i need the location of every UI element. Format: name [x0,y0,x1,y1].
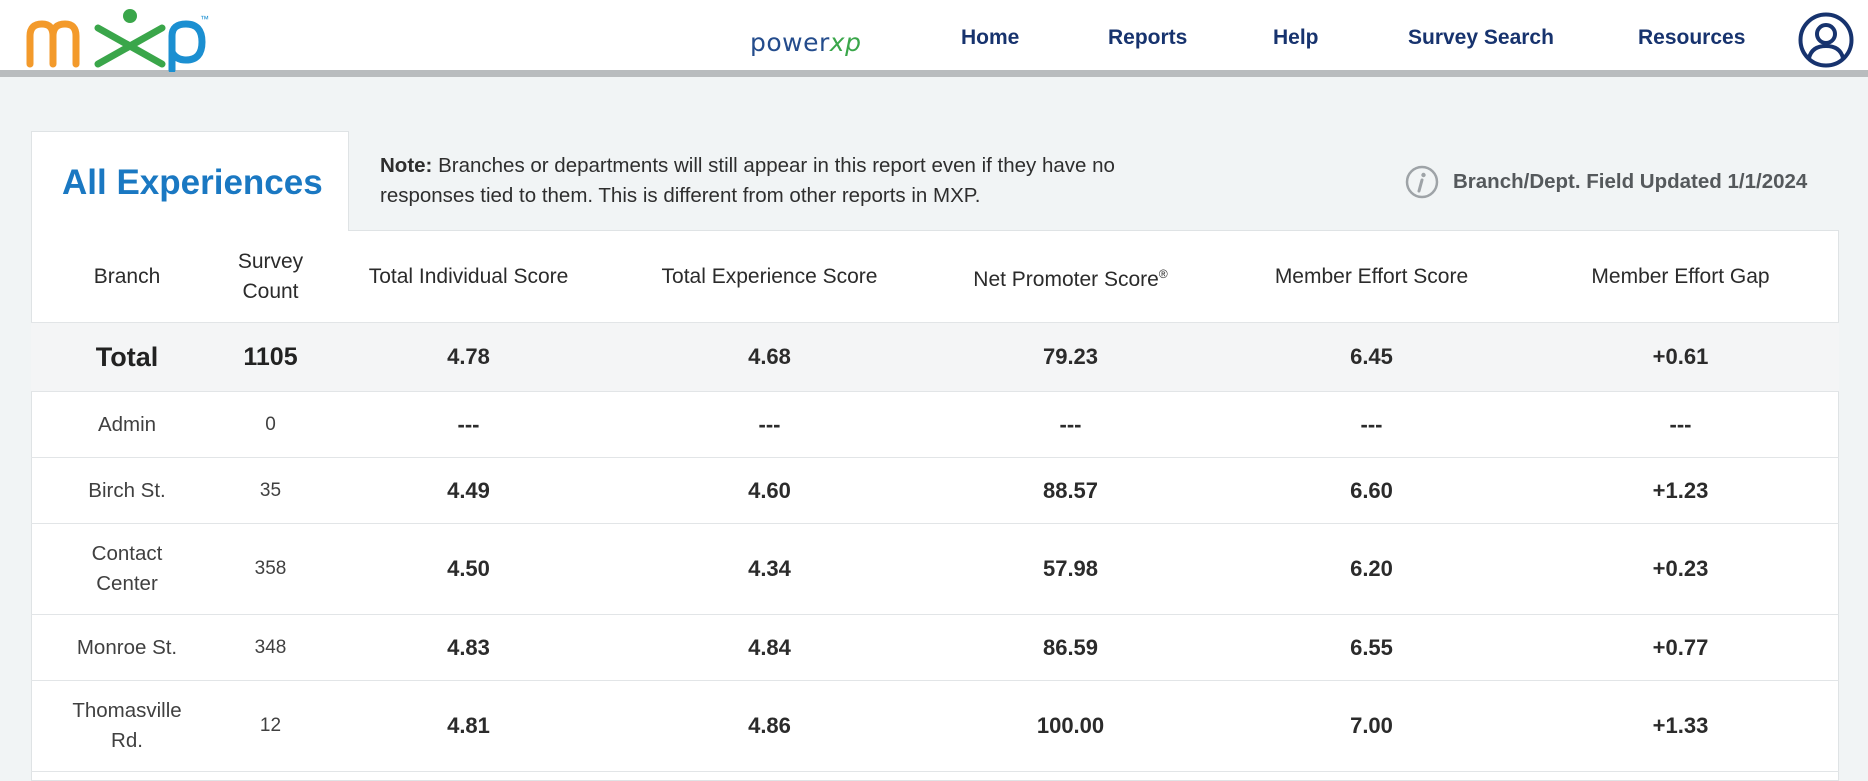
total-individual-score: 4.83 [318,614,619,681]
survey-count: 1105 [223,322,318,392]
nav-reports[interactable]: Reports [1108,26,1188,49]
member-effort-score: 6.45 [1221,322,1522,392]
total-experience-score: 4.34 [619,523,920,615]
survey-count: 358 [223,523,318,615]
nav-survey-search[interactable]: Survey Search [1408,26,1554,49]
net-promoter-score: 57.98 [920,523,1221,615]
top-header: ™ power xp Home Reports Help Survey Searc… [0,0,1868,77]
member-effort-gap: --- [1522,391,1839,458]
total-experience-score: 4.84 [619,614,920,681]
total-experience-score: --- [619,391,920,458]
survey-count: 348 [223,614,318,681]
member-effort-score: 6.55 [1221,614,1522,681]
experiences-table: Branch Survey Count Total Individual Sco… [31,231,1839,772]
table-row[interactable]: Contact Center 358 4.50 4.34 57.98 6.20 … [31,523,1839,615]
survey-count: 35 [223,457,318,524]
member-effort-score: 6.60 [1221,457,1522,524]
tab-all-experiences[interactable]: All Experiences [62,163,323,202]
net-promoter-score: 100.00 [920,680,1221,772]
table-row[interactable]: Admin 0 --- --- --- --- --- [31,391,1839,458]
powerxp-logo-part2: xp [829,28,862,57]
total-experience-score: 4.68 [619,322,920,392]
total-individual-score: 4.50 [318,523,619,615]
note-strip [348,131,1839,231]
col-survey-count[interactable]: Survey Count [223,231,318,323]
col-branch[interactable]: Branch [31,231,223,323]
tab-divider [348,131,349,231]
powerxp-logo-part1: power [750,28,830,57]
member-effort-score: 7.00 [1221,680,1522,772]
total-individual-score: 4.81 [318,680,619,772]
member-effort-gap: +1.23 [1522,457,1839,524]
col-member-effort-gap[interactable]: Member Effort Gap [1522,231,1839,323]
net-promoter-score: --- [920,391,1221,458]
member-effort-gap: +0.61 [1522,322,1839,392]
col-total-individual-score[interactable]: Total Individual Score [318,231,619,323]
survey-count: 0 [223,391,318,458]
table-row[interactable]: Thomasville Rd. 12 4.81 4.86 100.00 7.00… [31,680,1839,772]
nav-resources[interactable]: Resources [1638,26,1746,49]
report-note: Note: Branches or departments will still… [380,151,1200,211]
total-experience-score: 4.86 [619,680,920,772]
total-experience-score: 4.60 [619,457,920,524]
mxp-logo[interactable] [26,6,212,72]
member-effort-score: 6.20 [1221,523,1522,615]
net-promoter-score: 79.23 [920,322,1221,392]
note-text: Branches or departments will still appea… [380,154,1115,207]
net-promoter-score: 86.59 [920,614,1221,681]
branch-name: Admin [31,391,223,458]
user-account-icon[interactable] [1798,12,1854,68]
net-promoter-score: 88.57 [920,457,1221,524]
nps-header-text: Net Promoter Score [973,267,1159,291]
col-member-effort-score[interactable]: Member Effort Score [1221,231,1522,323]
branch-name: Total [31,322,223,392]
col-total-experience-score[interactable]: Total Experience Score [619,231,920,323]
member-effort-gap: +0.77 [1522,614,1839,681]
table-row[interactable]: Birch St. 35 4.49 4.60 88.57 6.60 +1.23 [31,457,1839,524]
table-row-total: Total 1105 4.78 4.68 79.23 6.45 +0.61 [31,322,1839,392]
total-individual-score: --- [318,391,619,458]
total-individual-score: 4.78 [318,322,619,392]
info-icon[interactable] [1405,165,1439,199]
branch-name: Thomasville Rd. [31,680,223,772]
member-effort-score: --- [1221,391,1522,458]
member-effort-gap: +1.33 [1522,680,1839,772]
registered-mark: ® [1158,266,1168,281]
branch-name: Contact Center [31,523,223,615]
table-row[interactable]: Monroe St. 348 4.83 4.84 86.59 6.55 +0.7… [31,614,1839,681]
member-effort-gap: +0.23 [1522,523,1839,615]
powerxp-logo[interactable]: power xp [750,28,861,62]
total-individual-score: 4.49 [318,457,619,524]
note-label: Note: [380,154,433,177]
branch-name: Monroe St. [31,614,223,681]
nav-home[interactable]: Home [961,26,1020,49]
nav-help[interactable]: Help [1273,26,1319,49]
field-updated-info: Branch/Dept. Field Updated 1/1/2024 [1405,165,1807,199]
field-updated-text: Branch/Dept. Field Updated 1/1/2024 [1453,170,1808,193]
branch-name: Birch St. [31,457,223,524]
table-header-row: Branch Survey Count Total Individual Sco… [31,231,1839,323]
survey-count: 12 [223,680,318,772]
col-net-promoter-score[interactable]: Net Promoter Score® [920,231,1221,323]
trademark-mark: ™ [200,14,209,24]
